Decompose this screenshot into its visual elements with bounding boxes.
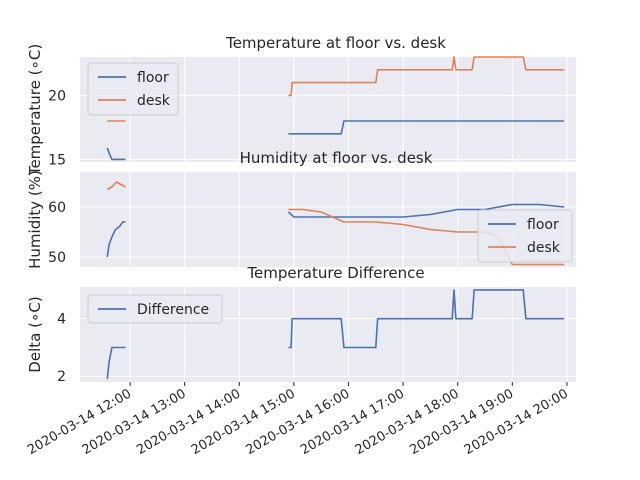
panel-2: 50 60 Humidity at floor vs. desk Humidity (… <box>26 149 576 269</box>
legend: floor desk <box>477 209 573 263</box>
legend-label-desk: desk <box>527 240 561 256</box>
legend-label-desk: desk <box>137 93 171 109</box>
legend-label-difference: Difference <box>137 302 209 318</box>
chart-title: Humidity at floor vs. desk <box>240 149 433 167</box>
y-axis-label: Temperature (∘C) <box>26 44 44 176</box>
y-tick-label: 50 <box>48 250 66 266</box>
legend: Difference <box>87 294 223 324</box>
series-line-desk-1 <box>106 181 126 191</box>
y-tick-label: 20 <box>48 88 66 104</box>
y-tick-label: 60 <box>48 200 66 216</box>
chart-title: Temperature Difference <box>246 264 424 282</box>
y-tick-label: 2 <box>57 369 66 385</box>
x-tick-label: 2020-03-14 20:00 <box>462 386 571 458</box>
legend: floor desk <box>87 62 179 116</box>
series-line-difference-2 <box>288 289 565 349</box>
series-line-floor-1 <box>106 221 126 258</box>
legend-frame <box>87 294 223 324</box>
legend-label-floor: floor <box>137 70 169 86</box>
y-tick-label: 4 <box>57 312 66 328</box>
series-line-floor-2 <box>287 203 565 218</box>
series-line-desk-2 <box>288 56 565 97</box>
series-line-floor-1 <box>106 147 126 161</box>
series-line-difference-1 <box>106 346 126 380</box>
y-tick-label: 15 <box>48 152 66 168</box>
panel-3: 2 4 Temperature Difference Delta (∘C) Differ… <box>25 264 576 458</box>
y-axis-label: Humidity (%) <box>26 170 44 269</box>
series-line-floor-2 <box>288 120 565 135</box>
y-axis-label: Delta (∘C) <box>26 296 44 372</box>
legend-frame <box>477 209 573 263</box>
legend-frame <box>87 62 179 116</box>
legend-label-floor: floor <box>527 217 559 233</box>
chart-title: Temperature at floor vs. desk <box>225 34 446 52</box>
panel-1: 15 20 Temperature at floor vs. desk Tempera… <box>26 34 576 176</box>
